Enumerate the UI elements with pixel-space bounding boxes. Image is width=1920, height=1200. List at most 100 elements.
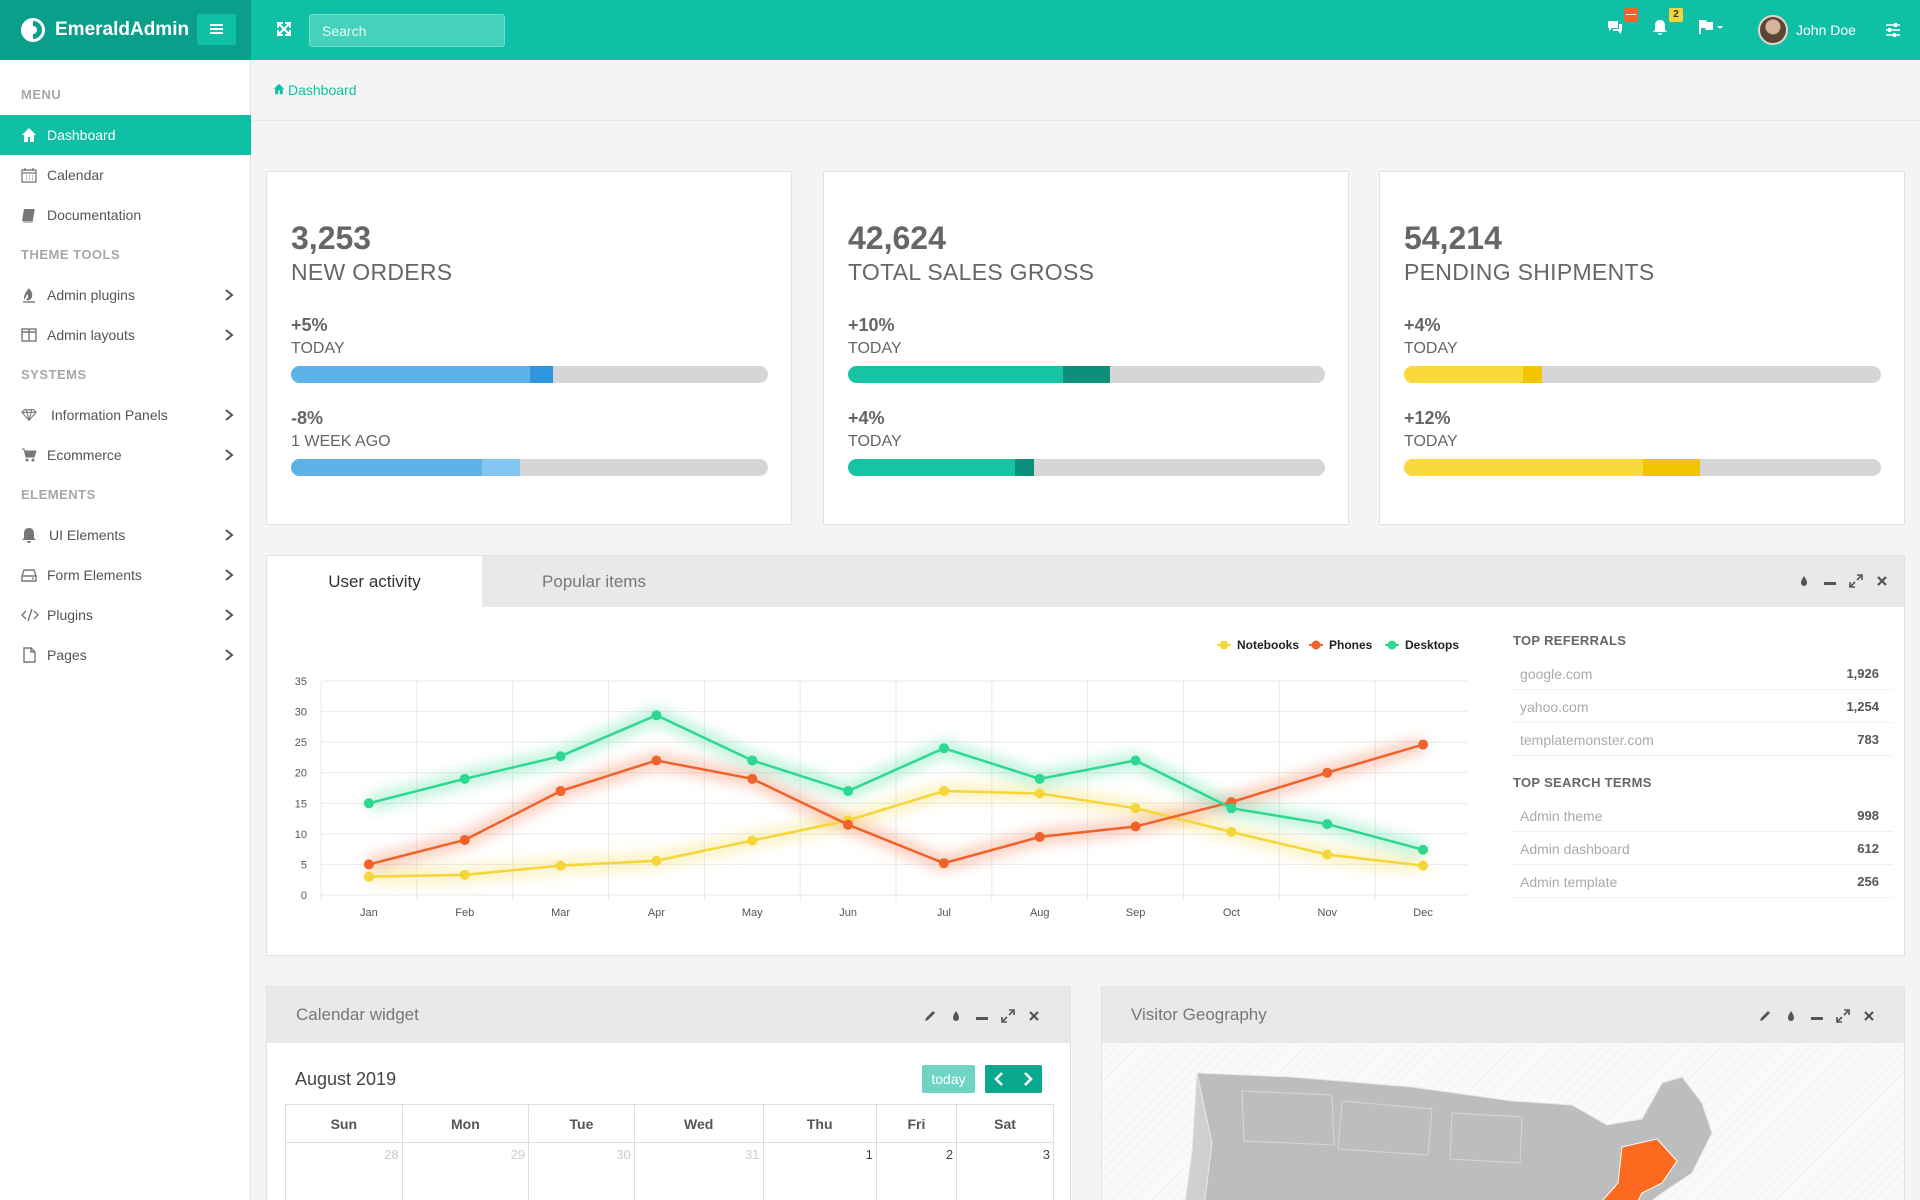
y-tick-label: 5	[301, 859, 307, 871]
visitor-geography-widget: Visitor Geography	[1101, 986, 1905, 1200]
calendar-icon	[21, 168, 37, 183]
menu-toggle-button[interactable]	[197, 14, 236, 45]
chevron-right-icon	[225, 449, 234, 461]
widget-header: Visitor Geography	[1102, 987, 1904, 1043]
sidebar-item-plugins[interactable]: Plugins	[0, 595, 251, 635]
calendar-widget: Calendar widget August 2019 today Sun Mo…	[266, 986, 1071, 1200]
pencil-icon[interactable]	[1758, 1009, 1772, 1023]
sidebar-item-label: Admin plugins	[47, 287, 135, 303]
widget-title: Calendar widget	[296, 1005, 419, 1024]
minimize-icon[interactable]	[1810, 1009, 1824, 1023]
referral-name: google.com	[1520, 666, 1593, 682]
weekday-header: Mon	[401, 1104, 530, 1143]
calendar-day[interactable]: 29	[401, 1142, 530, 1200]
series-line	[368, 789, 1424, 878]
data-point	[843, 819, 854, 830]
stat-period: TODAY	[1404, 340, 1458, 357]
brand[interactable]: EmeraldAdmin	[0, 0, 251, 60]
bell-icon	[1653, 20, 1667, 35]
data-point	[938, 743, 949, 754]
data-point	[459, 834, 470, 845]
columns-icon	[21, 328, 37, 342]
sidebar-item-admin-plugins[interactable]: Admin plugins	[0, 275, 251, 315]
us-map[interactable]	[1102, 1043, 1904, 1200]
sidebar-item-documentation[interactable]: Documentation	[0, 195, 251, 235]
data-point	[1130, 755, 1141, 766]
sliders-icon[interactable]	[1885, 22, 1901, 38]
weekday-header: Fri	[875, 1104, 958, 1143]
minimize-icon[interactable]	[975, 1009, 989, 1023]
sidebar-item-label: Form Elements	[47, 567, 142, 583]
x-tick-label: Jul	[937, 907, 951, 919]
legend-label: Phones	[1329, 638, 1373, 652]
data-point	[555, 860, 566, 871]
y-tick-label: 20	[295, 768, 307, 780]
expand-icon[interactable]	[1849, 574, 1863, 588]
tab-popular-items[interactable]: Popular items	[542, 572, 646, 591]
referral-row[interactable]: google.com 1,926	[1513, 657, 1893, 690]
progress-bar	[1404, 459, 1881, 476]
data-point	[747, 755, 758, 766]
avatar[interactable]	[1758, 15, 1788, 45]
today-button[interactable]: today	[922, 1065, 975, 1093]
flags-dropdown[interactable]	[1697, 18, 1727, 40]
search-term-value: 612	[1857, 841, 1879, 856]
weekday-header: Sun	[285, 1104, 403, 1143]
chevron-right-icon	[225, 289, 234, 301]
color-drop-icon[interactable]	[1797, 574, 1811, 588]
notifications-button[interactable]: 2	[1651, 8, 1683, 40]
stat-period: TODAY	[291, 340, 345, 357]
close-icon[interactable]	[1862, 1009, 1876, 1023]
calendar-day[interactable]: 1	[762, 1142, 877, 1200]
sidebar-item-calendar[interactable]: Calendar	[0, 155, 251, 195]
expand-icon[interactable]	[1836, 1009, 1850, 1023]
calendar-day[interactable]: 28	[285, 1142, 403, 1200]
weekday-header: Tue	[528, 1104, 635, 1143]
chevron-left-icon[interactable]	[985, 1065, 1013, 1093]
close-icon[interactable]	[1027, 1009, 1041, 1023]
color-drop-icon[interactable]	[949, 1009, 963, 1023]
chevron-right-icon[interactable]	[1014, 1065, 1042, 1093]
data-point	[363, 798, 374, 809]
expand-icon[interactable]	[1001, 1009, 1015, 1023]
sidebar-item-information-panels[interactable]: Information Panels	[0, 395, 251, 435]
calendar-day[interactable]: 30	[528, 1142, 635, 1200]
sidebar-item-form-elements[interactable]: Form Elements	[0, 555, 251, 595]
top-referrals-title: TOP REFERRALS	[1513, 633, 1627, 648]
sidebar-item-ui-elements[interactable]: UI Elements	[0, 515, 251, 555]
stat-card-total-sales: 42,624 TOTAL SALES GROSS +10% TODAY +4% …	[823, 171, 1349, 525]
stat-period: TODAY	[1404, 433, 1458, 450]
progress-fill	[291, 459, 482, 476]
sidebar-item-ecommerce[interactable]: Ecommerce	[0, 435, 251, 475]
search-term-value: 998	[1857, 808, 1879, 823]
calendar-day[interactable]: 31	[633, 1142, 764, 1200]
referral-row[interactable]: templatemonster.com 783	[1513, 723, 1893, 756]
chevron-right-icon	[225, 609, 234, 621]
tab-user-activity[interactable]: User activity	[267, 556, 482, 607]
search-term-row[interactable]: Admin template 256	[1513, 865, 1893, 898]
minimize-icon[interactable]	[1823, 574, 1837, 588]
fullscreen-icon[interactable]	[275, 20, 293, 38]
search-term-name: Admin template	[1520, 874, 1618, 890]
chevron-right-icon	[225, 329, 234, 341]
calendar-day[interactable]: 3	[956, 1142, 1054, 1200]
stat-percent: +5%	[291, 315, 328, 335]
sidebar-item-admin-layouts[interactable]: Admin layouts	[0, 315, 251, 355]
progress-fill	[1404, 459, 1643, 476]
messages-button[interactable]: —	[1606, 8, 1638, 40]
sidebar-item-dashboard[interactable]: Dashboard	[0, 115, 251, 155]
sidebar-item-pages[interactable]: Pages	[0, 635, 251, 675]
sidebar: MENU Dashboard Calendar Documentation TH…	[0, 60, 251, 1200]
calendar-month: August 2019	[295, 1069, 397, 1089]
search-input[interactable]	[309, 14, 505, 47]
calendar-day[interactable]: 2	[875, 1142, 958, 1200]
referral-row[interactable]: yahoo.com 1,254	[1513, 690, 1893, 723]
search-term-row[interactable]: Admin dashboard 612	[1513, 832, 1893, 865]
close-icon[interactable]	[1875, 574, 1889, 588]
data-point	[1034, 773, 1045, 784]
user-name[interactable]: John Doe	[1796, 22, 1856, 38]
color-drop-icon[interactable]	[1784, 1009, 1798, 1023]
search-term-row[interactable]: Admin theme 998	[1513, 799, 1893, 832]
pencil-icon[interactable]	[923, 1009, 937, 1023]
breadcrumb-link[interactable]: Dashboard	[288, 82, 357, 98]
